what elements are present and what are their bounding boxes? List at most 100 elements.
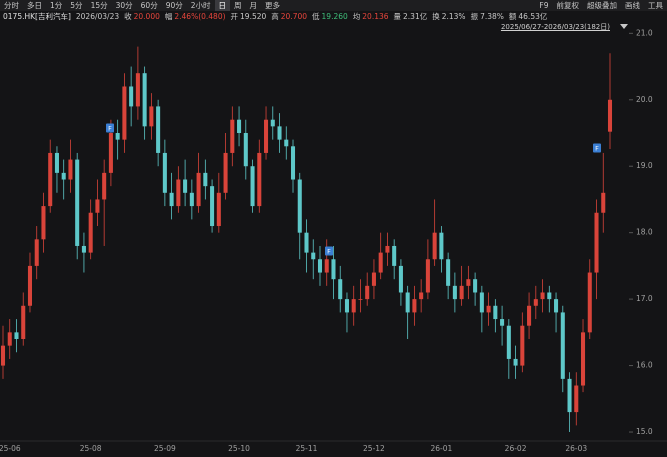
- candle-body: [432, 232, 437, 260]
- quote-item: 量 2.31亿: [394, 11, 428, 22]
- quote-item: 收 20.000: [124, 11, 160, 22]
- quote-label: 换: [432, 12, 440, 21]
- candle-body: [183, 179, 188, 193]
- candle-body: [587, 272, 592, 333]
- candle-body: [317, 259, 323, 273]
- tool-button[interactable]: 前复权: [556, 1, 580, 10]
- candle-body: [567, 378, 572, 413]
- annotation-label: F: [327, 248, 331, 256]
- annotation-badge: [325, 246, 333, 256]
- candle-body: [500, 319, 505, 326]
- quote-label: 开: [230, 12, 239, 21]
- tool-button[interactable]: 工具: [648, 1, 663, 10]
- x-tick-label: 26-02: [505, 444, 527, 453]
- candle-body: [338, 279, 343, 300]
- candle-body: [270, 119, 275, 127]
- period-tabs: 分时 多日 1分 5分 15分 30分 60分 90分 2小时日周月更多: [0, 0, 284, 11]
- period-tab[interactable]: 5分: [70, 1, 83, 10]
- candle-body: [257, 152, 262, 207]
- quote-label: 收: [124, 12, 132, 21]
- tool-button[interactable]: 画线: [625, 1, 640, 10]
- annotation-badge: [593, 143, 601, 153]
- candle-body: [149, 106, 154, 127]
- period-tab[interactable]: 30分: [115, 1, 133, 10]
- quote-value: 46.53亿: [518, 12, 548, 21]
- candle-body: [311, 252, 316, 260]
- symbol: 0175.HK[吉利汽车]: [3, 12, 71, 21]
- quote-bar: 0175.HK[吉利汽车] 2026/03/23 收 20.000 幅 2.46%(0…: [0, 11, 667, 22]
- candle-body: [371, 272, 376, 286]
- x-tick-label: 26-01: [430, 444, 452, 453]
- y-tick-label: 16.0: [636, 361, 653, 370]
- period-tab[interactable]: 15分: [90, 1, 108, 10]
- candle-body: [425, 259, 430, 293]
- period-tab[interactable]: 月: [249, 1, 258, 10]
- x-tick-label: 25-10: [228, 444, 250, 453]
- tool-button[interactable]: 超级叠加: [587, 1, 617, 10]
- candle-body: [459, 285, 464, 300]
- candle-body: [0, 345, 6, 366]
- period-tab[interactable]: 多日: [27, 1, 42, 10]
- candle-body: [479, 292, 484, 313]
- candle-body: [196, 172, 201, 207]
- candle-body: [378, 252, 383, 273]
- candle-body: [493, 305, 498, 320]
- candle-body: [115, 133, 120, 140]
- candle-body: [554, 299, 559, 313]
- quote-item: 均 20.136: [353, 11, 389, 22]
- period-tab[interactable]: 60分: [140, 1, 158, 10]
- quote-value: 20.700: [280, 12, 308, 21]
- candle-body: [284, 139, 289, 147]
- period-tab[interactable]: 日: [214, 0, 231, 11]
- candle-body: [7, 332, 12, 346]
- candle-body: [506, 325, 511, 359]
- candle-body: [405, 292, 410, 313]
- period-tab[interactable]: 分时: [4, 1, 19, 10]
- candle-body: [547, 292, 552, 300]
- candle-body: [54, 152, 59, 173]
- candle-body: [243, 133, 248, 167]
- candle-body: [580, 332, 586, 386]
- candle-body: [351, 299, 356, 313]
- candle-body: [277, 126, 282, 140]
- candle-body: [189, 192, 194, 207]
- y-tick-label: 15.0: [636, 427, 653, 436]
- candle-body: [365, 285, 370, 300]
- candle-body: [203, 172, 208, 187]
- x-tick-label: 25-06: [0, 444, 21, 453]
- tool-button[interactable]: F9: [539, 1, 549, 10]
- period-tab[interactable]: 2小时: [190, 1, 211, 10]
- candle-body: [223, 152, 228, 193]
- y-tick-label: 18.0: [636, 228, 653, 237]
- candle-body: [607, 99, 613, 132]
- dropdown-arrow[interactable]: [620, 24, 628, 29]
- candle-body: [122, 86, 127, 140]
- range-label[interactable]: 2025/06/27-2026/03/23(182日): [500, 23, 610, 31]
- quote-value: 2.13%: [441, 12, 466, 21]
- quote-label: 均: [352, 12, 361, 21]
- period-tab[interactable]: 1分: [50, 1, 63, 10]
- period-tab[interactable]: 更多: [265, 1, 281, 10]
- candle-body: [513, 358, 518, 366]
- candle-body: [466, 279, 471, 286]
- candle-body: [412, 299, 417, 313]
- quote-item: 高 20.700: [271, 11, 307, 22]
- candle-body: [264, 119, 269, 153]
- quote-label: 低: [312, 12, 320, 21]
- period-tab[interactable]: 90分: [165, 1, 183, 10]
- candle-body: [560, 312, 565, 379]
- candle-body: [344, 299, 349, 313]
- candle-body: [297, 179, 302, 233]
- candle-body: [102, 172, 107, 200]
- period-tab[interactable]: 周: [234, 1, 242, 10]
- quote-item: 额 46.53亿: [509, 11, 547, 22]
- candle-body: [230, 119, 235, 153]
- quote-value: 19.520: [240, 12, 267, 21]
- candle-body: [88, 212, 93, 253]
- candle-body: [304, 232, 309, 253]
- candle-body: [81, 245, 86, 253]
- candle-body: [156, 106, 161, 153]
- candle-body: [176, 179, 181, 207]
- quote-value: 19.260: [321, 12, 348, 21]
